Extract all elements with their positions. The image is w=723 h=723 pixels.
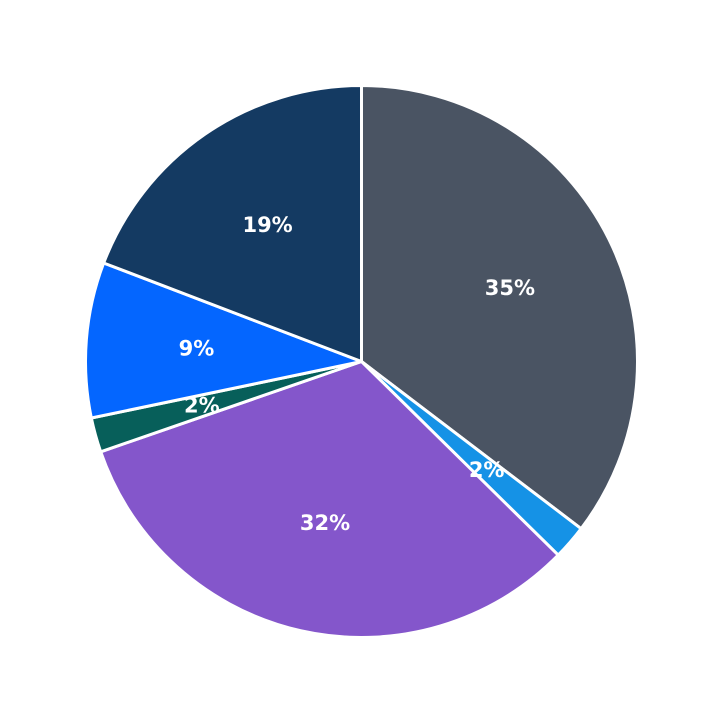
pie-labels: 35% 2% 32% 2% 9% 19% [179,213,535,535]
pie-slice-2 [99,360,560,639]
pie-slice-4 [84,261,363,420]
pie-slices [84,84,639,639]
pie-slice-label-5: 19% [242,213,292,237]
pie-slice-0 [360,84,639,531]
pie-slice-label-1: 2% [469,458,505,482]
pie-slice-label-3: 2% [184,394,220,418]
pie-slice-label-0: 35% [485,276,535,300]
pie-slice-5 [102,84,363,363]
pie-slice-label-4: 9% [179,336,215,360]
pie-slice-label-2: 32% [300,511,350,535]
